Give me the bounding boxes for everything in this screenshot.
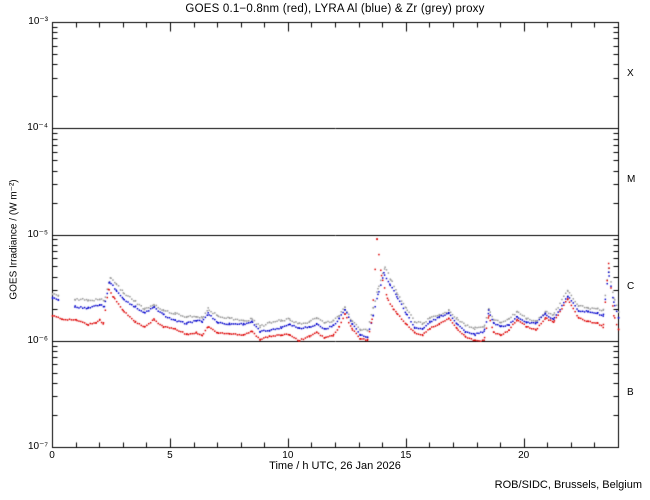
y-tick-label: 10⁻⁷ bbox=[27, 441, 48, 452]
x-tick-label: 15 bbox=[400, 450, 412, 461]
flare-class-label: X bbox=[627, 68, 634, 80]
x-tick-label: 5 bbox=[167, 450, 173, 461]
y-tick-label: 10⁻⁶ bbox=[27, 334, 48, 346]
x-tick-label: 10 bbox=[282, 450, 294, 461]
y-tick-label: 10⁻⁵ bbox=[27, 228, 48, 240]
credit-text: ROB/SIDC, Brussels, Belgium bbox=[494, 479, 642, 491]
flare-class-label: B bbox=[627, 386, 634, 398]
y-tick-label: 10⁻³ bbox=[28, 16, 48, 27]
y-tick-label: 10⁻⁴ bbox=[27, 122, 48, 134]
flare-class-label: M bbox=[627, 174, 636, 186]
chart-title: GOES 0.1−0.8nm (red), LYRA Al (blue) & Z… bbox=[185, 3, 485, 15]
flare-class-label: C bbox=[627, 280, 635, 292]
x-tick-label: 0 bbox=[49, 450, 55, 461]
x-axis-title: Time / h UTC, 26 Jan 2026 bbox=[269, 460, 401, 472]
x-tick-label: 20 bbox=[518, 450, 530, 461]
